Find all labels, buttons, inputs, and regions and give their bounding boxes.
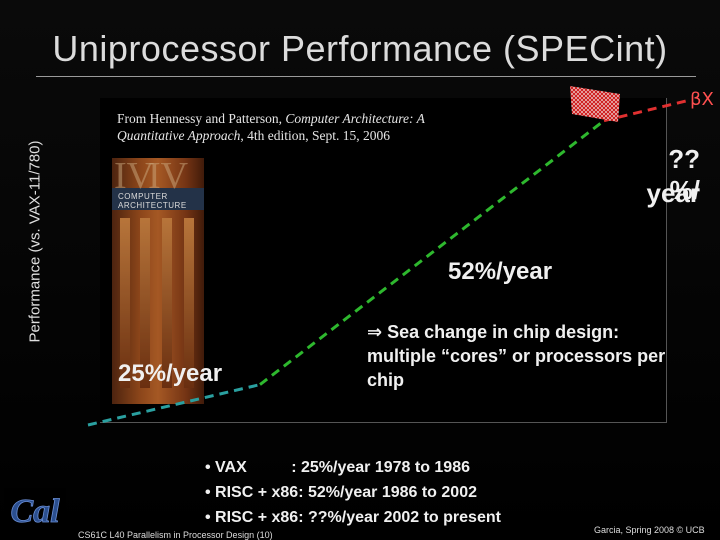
book-band [112,188,204,210]
citation-prefix: From Hennessy and Patterson, [117,111,286,126]
book-column [184,218,194,388]
bullet-list: • VAX : 25%/year 1978 to 1986 • RISC + x… [205,455,501,530]
future-shape [570,86,620,122]
citation: From Hennessy and Patterson, Computer Ar… [117,110,477,144]
book-cover-image: IV IV COMPUTER ARCHITECTURE [112,158,204,404]
book-column [140,218,150,388]
citation-suffix: , 4th edition, Sept. 15, 2006 [240,128,390,143]
book-roman-small: IV [114,158,155,197]
book-column [120,218,130,388]
book-column [162,218,172,388]
footer-credit: Garcia, Spring 2008 © UCB [594,525,705,535]
cal-logo: Cal [4,488,66,534]
trend-series-1 [87,383,261,427]
bullet-item: • VAX : 25%/year 1978 to 1986 [205,459,470,476]
rate-label-unknown-line1: ??%/ [668,144,700,205]
cal-logo-text: Cal [10,493,60,530]
rate-label-25: 25%/year [118,360,223,387]
sea-change-note: ⇒ Sea change in chip design: multiple “c… [367,322,666,390]
rate-label-52: 52%/year [448,258,553,285]
footer-course: CS61C L40 Parallelism in Processor Desig… [78,530,273,540]
title-divider [36,76,696,77]
bullet-item: • RISC + x86: ??%/year 2002 to present [205,509,501,526]
rate-label-unknown-line2: year [646,178,701,208]
future-hatched-region [570,86,620,122]
slide-title: Uniprocessor Performance (SPECint) [52,28,668,69]
bullet-item: • RISC + x86: 52%/year 1986 to 2002 [205,484,477,501]
citation-book-title: Computer Architecture: A Quantitative Ap… [117,111,425,143]
book-roman-big: IV [148,158,189,197]
book-cover-title: COMPUTER ARCHITECTURE [118,192,187,210]
trend-line-group [87,98,691,427]
trend-series-2 [259,119,605,386]
beta-label: βX [690,89,714,110]
